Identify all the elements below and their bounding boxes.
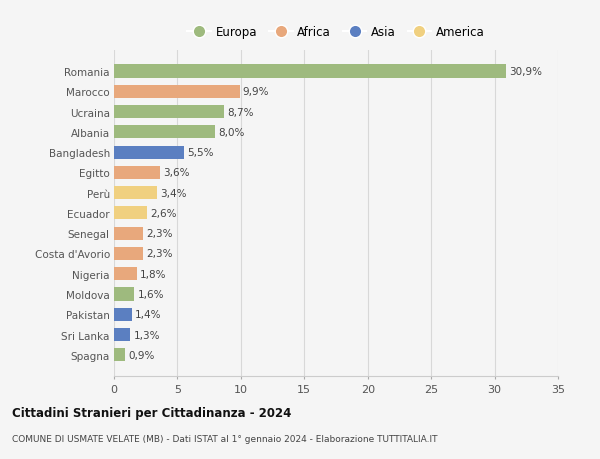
Text: 2,6%: 2,6% xyxy=(150,208,176,218)
Bar xyxy=(114,288,134,301)
Text: 1,4%: 1,4% xyxy=(135,309,161,319)
Text: 0,9%: 0,9% xyxy=(128,350,155,360)
Text: 1,3%: 1,3% xyxy=(134,330,160,340)
Text: 3,6%: 3,6% xyxy=(163,168,190,178)
Bar xyxy=(114,348,125,362)
Text: 9,9%: 9,9% xyxy=(243,87,269,97)
Text: 5,5%: 5,5% xyxy=(187,148,214,158)
Bar xyxy=(114,187,157,200)
Bar xyxy=(114,227,143,240)
Text: 3,4%: 3,4% xyxy=(160,188,187,198)
Text: 2,3%: 2,3% xyxy=(146,249,173,259)
Bar xyxy=(114,146,184,159)
Bar xyxy=(114,65,506,78)
Bar xyxy=(114,207,147,220)
Bar xyxy=(114,126,215,139)
Bar xyxy=(114,167,160,179)
Text: Cittadini Stranieri per Cittadinanza - 2024: Cittadini Stranieri per Cittadinanza - 2… xyxy=(12,406,292,419)
Bar xyxy=(114,308,132,321)
Text: 1,8%: 1,8% xyxy=(140,269,167,279)
Legend: Europa, Africa, Asia, America: Europa, Africa, Asia, America xyxy=(185,24,487,41)
Bar xyxy=(114,106,224,119)
Bar xyxy=(114,247,143,260)
Bar xyxy=(114,268,137,280)
Text: 8,0%: 8,0% xyxy=(218,128,245,138)
Text: COMUNE DI USMATE VELATE (MB) - Dati ISTAT al 1° gennaio 2024 - Elaborazione TUTT: COMUNE DI USMATE VELATE (MB) - Dati ISTA… xyxy=(12,434,437,443)
Text: 2,3%: 2,3% xyxy=(146,229,173,239)
Bar xyxy=(114,328,130,341)
Bar xyxy=(114,85,239,99)
Text: 1,6%: 1,6% xyxy=(137,289,164,299)
Text: 30,9%: 30,9% xyxy=(509,67,542,77)
Text: 8,7%: 8,7% xyxy=(227,107,254,118)
